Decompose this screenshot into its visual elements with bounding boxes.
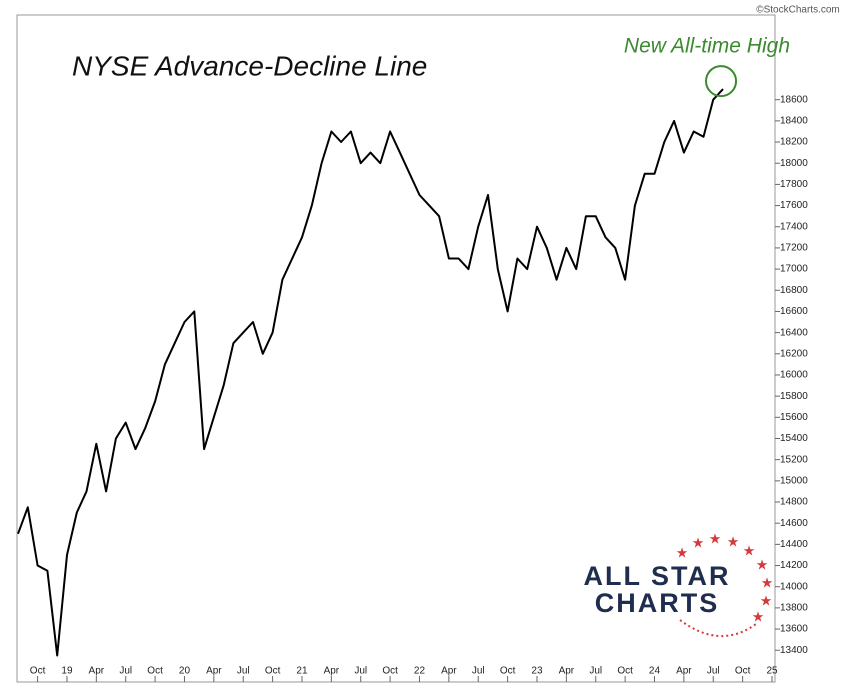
x-tick-label: Apr <box>559 666 575 677</box>
x-tick-label: Oct <box>265 666 281 677</box>
logo: ALL STAR CHARTS ★★ ★ ★ ★★★★★ <box>584 531 774 637</box>
x-tick-label: Apr <box>324 666 340 677</box>
x-tick-label: Jul <box>119 666 132 677</box>
svg-text:★: ★ <box>760 593 773 609</box>
y-tick-label: 15000 <box>780 475 808 486</box>
x-tick-label: 21 <box>296 666 308 677</box>
y-tick-label: 14600 <box>780 518 808 529</box>
y-tick-label: 14000 <box>780 581 808 592</box>
y-tick-label: 16800 <box>780 285 808 296</box>
y-tick-label: 15200 <box>780 454 808 465</box>
svg-text:★: ★ <box>676 545 689 561</box>
series-line <box>17 88 724 657</box>
svg-text:★: ★ <box>752 609 765 625</box>
x-tick-label: 25 <box>766 666 778 677</box>
y-tick-label: 18600 <box>780 94 808 105</box>
x-tick-label: Jul <box>472 666 485 677</box>
y-tick-label: 17200 <box>780 243 808 254</box>
highlight-circle <box>705 65 738 98</box>
x-tick-label: 19 <box>61 666 73 677</box>
y-tick-label: 15800 <box>780 391 808 402</box>
x-tick-label: 23 <box>531 666 543 677</box>
x-tick-label: Apr <box>676 666 692 677</box>
x-tick-label: Apr <box>441 666 457 677</box>
y-tick-label: 13600 <box>780 624 808 635</box>
x-tick-label: Oct <box>147 666 163 677</box>
x-tick-label: 24 <box>649 666 661 677</box>
x-tick-label: Apr <box>206 666 222 677</box>
y-tick-label: 18400 <box>780 116 808 127</box>
svg-text:★: ★ <box>743 543 756 559</box>
x-tick-label: Apr <box>89 666 105 677</box>
logo-arc <box>679 619 757 637</box>
plot-frame <box>16 14 776 683</box>
y-tick-label: 16000 <box>780 370 808 381</box>
x-tick-label: Oct <box>500 666 516 677</box>
x-tick-label: Oct <box>617 666 633 677</box>
x-tick-label: Jul <box>589 666 602 677</box>
y-tick-label: 18000 <box>780 158 808 169</box>
y-tick-label: 15600 <box>780 412 808 423</box>
y-tick-label: 13400 <box>780 645 808 656</box>
x-tick-label: 22 <box>414 666 426 677</box>
chart-title: NYSE Advance-Decline Line <box>72 50 427 81</box>
logo-text: ALL STAR <box>584 561 731 591</box>
svg-text:★: ★ <box>727 534 740 550</box>
x-tick-label: Oct <box>382 666 398 677</box>
y-tick-label: 17600 <box>780 200 808 211</box>
y-tick-label: 14200 <box>780 560 808 571</box>
svg-text:★: ★ <box>761 575 774 591</box>
y-tick-label: 14400 <box>780 539 808 550</box>
x-tick-label: Jul <box>354 666 367 677</box>
watermark: ©StockCharts.com <box>756 5 840 16</box>
y-tick-label: 16200 <box>780 348 808 359</box>
y-tick-label: 16400 <box>780 327 808 338</box>
y-tick-label: 18200 <box>780 137 808 148</box>
y-tick-label: 16600 <box>780 306 808 317</box>
svg-text:★: ★ <box>756 557 769 573</box>
logo-text: CHARTS <box>595 588 720 618</box>
x-tick-label: Jul <box>707 666 720 677</box>
annotation: New All-time High <box>624 35 790 58</box>
x-tick-label: Oct <box>735 666 751 677</box>
svg-text:★: ★ <box>692 535 705 551</box>
y-tick-label: 14800 <box>780 497 808 508</box>
x-tick-label: 20 <box>179 666 191 677</box>
y-tick-label: 15400 <box>780 433 808 444</box>
y-tick-label: 13800 <box>780 603 808 614</box>
y-tick-label: 17400 <box>780 221 808 232</box>
y-tick-label: 17000 <box>780 264 808 275</box>
x-tick-label: Jul <box>237 666 250 677</box>
svg-text:★: ★ <box>709 531 722 547</box>
x-tick-label: Oct <box>30 666 46 677</box>
logo-stars: ★★ ★ ★ ★★★★★ <box>676 531 774 625</box>
y-tick-label: 17800 <box>780 179 808 190</box>
